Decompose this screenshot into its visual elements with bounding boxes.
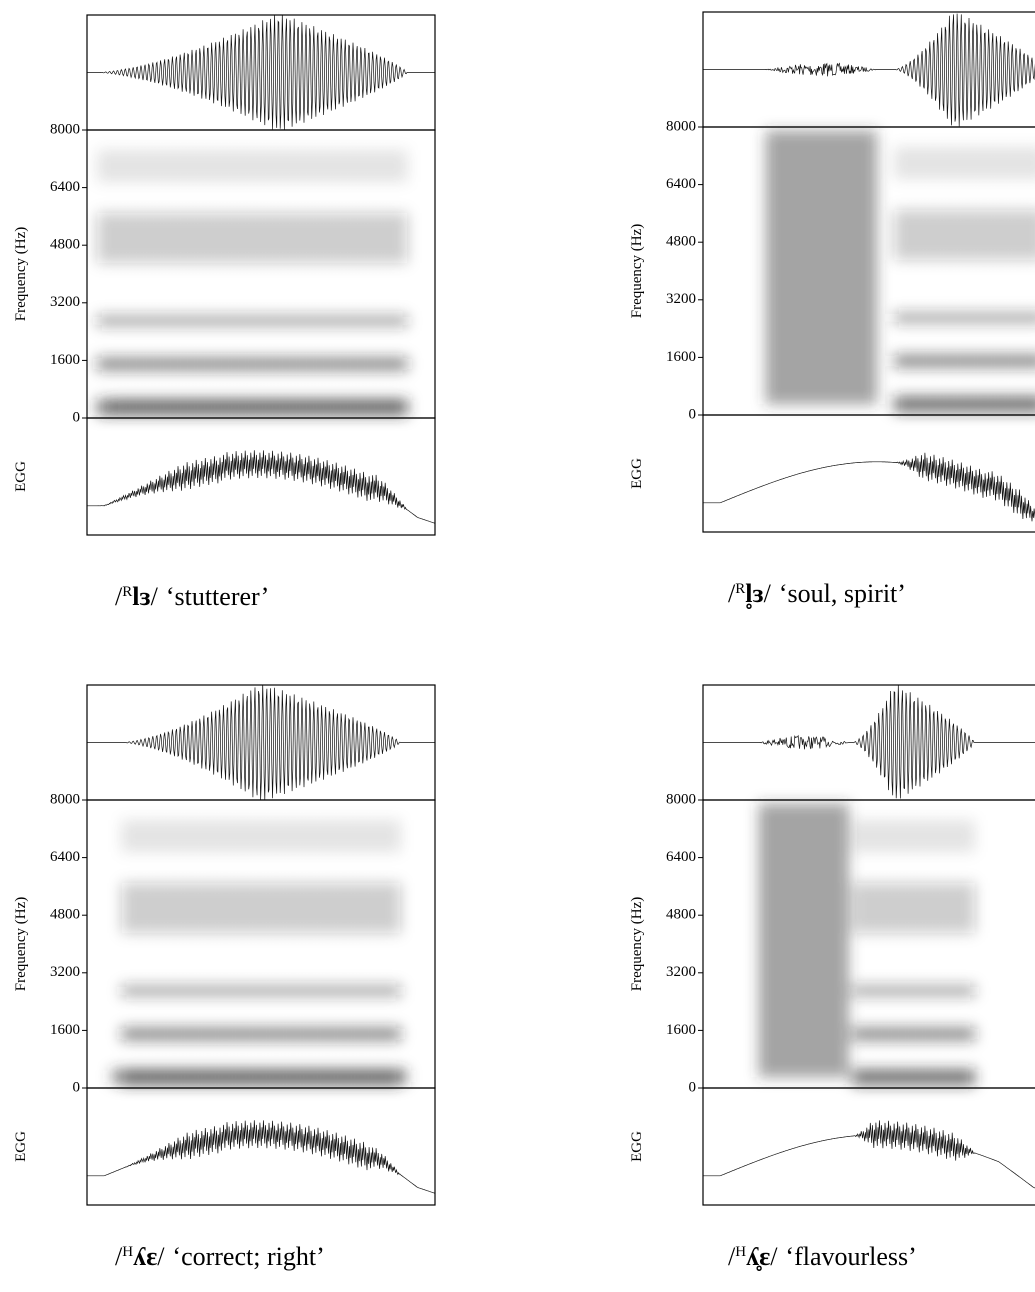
caption-open: / bbox=[728, 579, 736, 608]
plot-area bbox=[703, 13, 1035, 522]
caption-word: ʎ̥ɛ bbox=[746, 1242, 770, 1271]
waveform bbox=[703, 13, 1035, 127]
fricative-noise bbox=[765, 130, 877, 405]
y-tick-label: 1600 bbox=[50, 1022, 80, 1038]
caption-word: l̥ɜ bbox=[745, 579, 763, 609]
formant-band bbox=[97, 212, 408, 264]
formant-band bbox=[97, 315, 408, 327]
caption: /Rl̥ɜ/‘soul, spirit’ bbox=[728, 579, 906, 609]
egg-trace bbox=[87, 450, 435, 524]
caption-open: / bbox=[115, 1242, 123, 1271]
striations bbox=[121, 800, 398, 1088]
egg-trace bbox=[87, 1120, 435, 1194]
caption-tone: H bbox=[122, 1244, 133, 1260]
caption-word: ʎɛ bbox=[133, 1242, 157, 1271]
frame bbox=[702, 1087, 1035, 1206]
y-tick-label: 3200 bbox=[50, 294, 80, 310]
low-band bbox=[111, 1070, 408, 1083]
caption-close: / bbox=[770, 1242, 778, 1271]
caption: /Rlɜ/‘stutterer’ bbox=[115, 582, 269, 611]
y-tick-label: 6400 bbox=[50, 849, 80, 865]
y-tick-label: 0 bbox=[689, 406, 697, 422]
frame bbox=[86, 417, 436, 536]
caption-close: / bbox=[151, 582, 159, 611]
spectrogram bbox=[765, 130, 1035, 412]
y-tick-label: 0 bbox=[689, 1079, 697, 1095]
egg-trace bbox=[703, 452, 1035, 522]
egg-trace bbox=[703, 1120, 1035, 1189]
waveform bbox=[87, 685, 435, 801]
y-axis-label: Frequency (Hz) bbox=[629, 224, 645, 319]
y-tick-label: 0 bbox=[73, 409, 81, 425]
plot-area bbox=[87, 15, 435, 524]
waveform bbox=[87, 15, 435, 130]
frame bbox=[702, 414, 1035, 533]
caption-word: lɜ bbox=[132, 582, 150, 611]
y-tick-label: 8000 bbox=[50, 791, 80, 807]
y-axis-label: Frequency (Hz) bbox=[13, 897, 29, 992]
y-tick-label: 3200 bbox=[666, 291, 696, 307]
y-tick-label: 3200 bbox=[50, 964, 80, 980]
frame bbox=[86, 1087, 436, 1206]
y-tick-label: 6400 bbox=[50, 179, 80, 195]
caption-gloss: ‘stutterer’ bbox=[166, 582, 269, 611]
caption-tone: R bbox=[735, 581, 745, 597]
striations bbox=[96, 130, 408, 418]
caption-tone: R bbox=[122, 584, 132, 600]
caption-gloss: ‘soul, spirit’ bbox=[779, 579, 906, 608]
caption-gloss: ‘flavourless’ bbox=[785, 1242, 916, 1271]
egg-label: EGG bbox=[629, 458, 645, 489]
formant-band bbox=[894, 312, 1035, 324]
caption: /Hʎɛ/‘correct; right’ bbox=[115, 1242, 325, 1271]
y-tick-label: 1600 bbox=[666, 1022, 696, 1038]
formant-band bbox=[97, 357, 408, 371]
striations bbox=[852, 800, 973, 1088]
caption-gloss: ‘correct; right’ bbox=[172, 1242, 324, 1271]
y-tick-label: 4800 bbox=[666, 234, 696, 250]
formant-band bbox=[97, 149, 408, 183]
y-tick-label: 4800 bbox=[50, 907, 80, 923]
caption-open: / bbox=[115, 582, 123, 611]
y-tick-label: 6400 bbox=[666, 849, 696, 865]
y-tick-label: 8000 bbox=[666, 791, 696, 807]
y-axis-label: Frequency (Hz) bbox=[629, 897, 645, 992]
y-axis-label: Frequency (Hz) bbox=[13, 227, 29, 322]
caption-close: / bbox=[157, 1242, 165, 1271]
y-tick-label: 1600 bbox=[50, 352, 80, 368]
caption-open: / bbox=[728, 1242, 736, 1271]
waveform bbox=[703, 685, 1035, 799]
caption-tone: H bbox=[735, 1244, 746, 1260]
egg-label: EGG bbox=[13, 1131, 29, 1162]
y-tick-label: 4800 bbox=[50, 237, 80, 253]
y-tick-label: 3200 bbox=[666, 964, 696, 980]
caption: /Hʎ̥ɛ/‘flavourless’ bbox=[728, 1242, 917, 1271]
y-tick-label: 1600 bbox=[666, 349, 696, 365]
egg-label: EGG bbox=[13, 461, 29, 492]
y-tick-label: 8000 bbox=[50, 121, 80, 137]
y-tick-label: 6400 bbox=[666, 176, 696, 192]
plot-area bbox=[87, 685, 435, 1194]
spectrogram bbox=[97, 149, 408, 415]
egg-label: EGG bbox=[629, 1131, 645, 1162]
y-tick-label: 8000 bbox=[666, 118, 696, 134]
caption-close: / bbox=[764, 579, 772, 608]
striations bbox=[893, 127, 1035, 415]
y-tick-label: 0 bbox=[73, 1079, 81, 1095]
y-tick-label: 4800 bbox=[666, 907, 696, 923]
plot-area bbox=[703, 685, 1035, 1189]
fricative-noise bbox=[758, 803, 850, 1078]
